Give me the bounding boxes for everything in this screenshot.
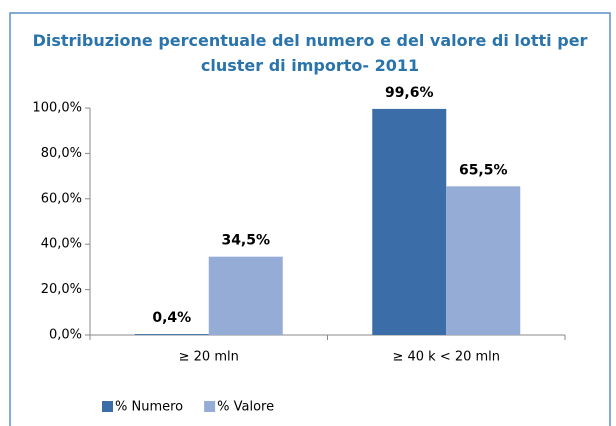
x-tick-label: ≥ 20 mln <box>179 350 239 365</box>
y-tick-label: 60,0% <box>41 191 82 206</box>
value-label: 34,5% <box>221 233 270 249</box>
bar <box>446 186 521 335</box>
x-tick-label: ≥ 40 k < 20 mln <box>392 350 500 365</box>
chart-title: Distribuzione percentuale del numero e d… <box>32 31 588 75</box>
value-label: 0,4% <box>152 310 191 326</box>
legend-label: % Numero <box>115 400 183 415</box>
bar <box>372 108 447 336</box>
y-tick-label: 40,0% <box>41 237 82 252</box>
y-tick-label: 80,0% <box>41 146 82 161</box>
legend-swatch <box>204 401 216 412</box>
y-tick-label: 20,0% <box>41 282 82 297</box>
legend-label: % Valore <box>217 400 274 415</box>
value-label: 99,6% <box>385 85 434 101</box>
legend-swatch <box>102 401 113 412</box>
value-label: 65,5% <box>459 162 508 178</box>
bar <box>134 334 209 335</box>
y-tick-label: 0,0% <box>49 328 82 343</box>
y-tick-label: 100,0% <box>32 101 82 116</box>
bar <box>208 256 283 335</box>
